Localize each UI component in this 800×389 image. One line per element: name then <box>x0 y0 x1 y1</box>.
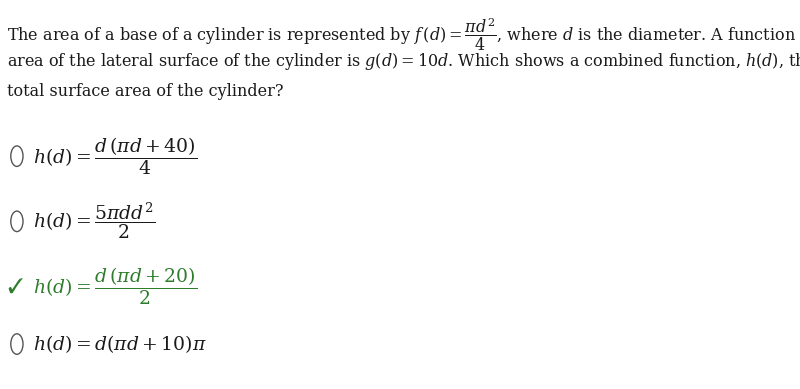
Text: total surface area of the cylinder?: total surface area of the cylinder? <box>6 83 283 100</box>
Text: $h(d) = d(\pi d + 10)\pi$: $h(d) = d(\pi d + 10)\pi$ <box>34 333 207 355</box>
Text: area of the lateral surface of the cylinder is $g(d) = 10d$. Which shows a combi: area of the lateral surface of the cylin… <box>6 51 800 72</box>
Text: $h(d) = \dfrac{d\,(\pi d + 40)}{4}$: $h(d) = \dfrac{d\,(\pi d + 40)}{4}$ <box>34 135 198 177</box>
Text: $h(d) = \dfrac{d\,(\pi d + 20)}{2}$: $h(d) = \dfrac{d\,(\pi d + 20)}{2}$ <box>34 266 198 307</box>
Text: $\checkmark$: $\checkmark$ <box>6 277 23 296</box>
Text: The area of a base of a cylinder is represented by $f\,(d) = \dfrac{\pi d^2}{4}$: The area of a base of a cylinder is repr… <box>6 16 800 53</box>
Text: $h(d) = \dfrac{5\pi dd^2}{2}$: $h(d) = \dfrac{5\pi dd^2}{2}$ <box>34 201 155 242</box>
